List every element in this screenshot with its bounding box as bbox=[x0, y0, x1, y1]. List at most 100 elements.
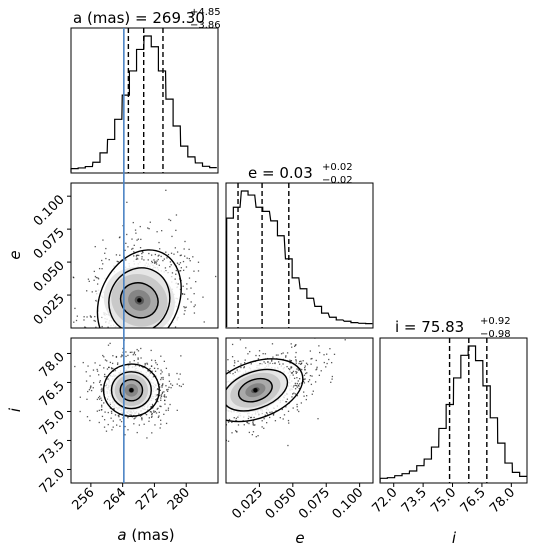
scatter-point bbox=[311, 393, 313, 395]
scatter-point bbox=[133, 423, 135, 425]
scatter-point bbox=[165, 396, 167, 398]
ytick-label-e: 0.100 bbox=[31, 192, 68, 229]
scatter-point bbox=[90, 329, 91, 330]
scatter-point bbox=[104, 373, 106, 376]
scatter-point bbox=[235, 430, 237, 432]
scatter-point bbox=[192, 256, 194, 258]
scatter-point bbox=[173, 253, 175, 255]
scatter-point bbox=[199, 407, 200, 408]
scatter-point bbox=[108, 330, 109, 331]
scatter-point bbox=[102, 351, 103, 352]
scatter-point bbox=[150, 332, 151, 333]
scatter-point bbox=[160, 397, 162, 399]
scatter-point bbox=[108, 366, 110, 369]
scatter-point bbox=[138, 365, 141, 367]
scatter-point bbox=[165, 409, 167, 412]
scatter-point bbox=[115, 254, 118, 256]
scatter-point bbox=[214, 382, 215, 383]
scatter-point bbox=[183, 306, 185, 308]
scatter-point bbox=[318, 374, 321, 377]
scatter-point bbox=[162, 341, 163, 342]
scatter-point bbox=[96, 398, 99, 401]
scatter-point bbox=[160, 395, 163, 398]
scatter-point bbox=[275, 354, 278, 356]
scatter-point bbox=[151, 260, 153, 263]
scatter-point bbox=[223, 401, 224, 402]
scatter-point bbox=[233, 364, 235, 367]
scatter-point bbox=[212, 430, 213, 431]
scatter-point bbox=[298, 378, 301, 380]
scatter-point bbox=[221, 385, 222, 386]
scatter-point bbox=[214, 431, 215, 432]
scatter-point bbox=[92, 382, 95, 384]
scatter-point bbox=[222, 383, 223, 384]
scatter-point bbox=[121, 355, 123, 357]
scatter-point bbox=[133, 351, 136, 353]
scatter-point bbox=[188, 257, 190, 260]
scatter-point bbox=[90, 386, 92, 388]
scatter-point bbox=[296, 394, 299, 397]
scatter-point bbox=[283, 414, 286, 416]
scatter-point bbox=[83, 392, 84, 393]
scatter-point bbox=[160, 423, 162, 425]
scatter-point bbox=[103, 419, 106, 421]
hist-bar-e bbox=[285, 259, 292, 328]
scatter-point bbox=[163, 413, 165, 415]
scatter-point bbox=[178, 378, 180, 380]
scatter-point bbox=[179, 373, 181, 375]
xtick-label-e: 0.075 bbox=[296, 485, 333, 522]
hist-bar-e bbox=[330, 317, 337, 328]
scatter-point bbox=[97, 278, 100, 280]
scatter-point bbox=[282, 352, 284, 354]
scatter-point bbox=[277, 361, 280, 363]
scatter-point bbox=[231, 343, 234, 346]
scatter-point bbox=[155, 333, 156, 334]
scatter-point bbox=[153, 367, 156, 369]
scatter-point bbox=[158, 241, 160, 244]
scatter-point bbox=[297, 384, 299, 386]
scatter-point bbox=[83, 316, 85, 318]
scatter-point bbox=[206, 422, 207, 423]
scatter-point bbox=[98, 267, 101, 270]
scatter-point bbox=[109, 361, 112, 364]
title-e: e = 0.03 bbox=[248, 164, 313, 182]
scatter-point bbox=[287, 419, 290, 422]
scatter-point bbox=[208, 446, 209, 447]
scatter-point bbox=[140, 414, 143, 417]
scatter-point bbox=[151, 415, 153, 417]
scatter-point bbox=[210, 442, 211, 443]
scatter-point bbox=[227, 369, 229, 372]
scatter-point bbox=[207, 382, 208, 383]
scatter-point bbox=[95, 276, 98, 279]
scatter-point bbox=[178, 278, 181, 280]
scatter-point bbox=[156, 339, 157, 340]
scatter-point bbox=[152, 358, 153, 359]
scatter-point bbox=[294, 356, 297, 358]
contour-1 bbox=[226, 368, 289, 412]
scatter-point bbox=[208, 409, 209, 410]
scatter-point bbox=[266, 412, 268, 415]
hist-bar-a bbox=[158, 71, 165, 173]
scatter-point bbox=[210, 398, 211, 399]
scatter-point bbox=[197, 357, 198, 358]
scatter-point bbox=[163, 360, 165, 362]
scatter-point bbox=[304, 365, 306, 367]
hist-bar-a bbox=[115, 119, 122, 173]
scatter-point bbox=[185, 306, 187, 308]
ytick-label-i: 73.5 bbox=[37, 437, 68, 468]
scatter-point bbox=[285, 401, 288, 403]
scatter-point bbox=[175, 229, 177, 232]
scatter-point bbox=[103, 356, 105, 358]
hist-bar-i bbox=[424, 459, 431, 483]
contour-0 bbox=[237, 377, 273, 403]
scatter-point bbox=[171, 384, 174, 387]
scatter-point bbox=[125, 336, 126, 337]
scatter-point bbox=[214, 407, 215, 408]
scatter-point bbox=[214, 386, 215, 387]
scatter-point bbox=[151, 370, 153, 372]
scatter-point bbox=[215, 418, 216, 419]
scatter-point bbox=[316, 368, 318, 370]
scatter-point bbox=[182, 345, 183, 346]
scatter-point bbox=[137, 238, 140, 240]
scatter-point bbox=[291, 346, 293, 348]
